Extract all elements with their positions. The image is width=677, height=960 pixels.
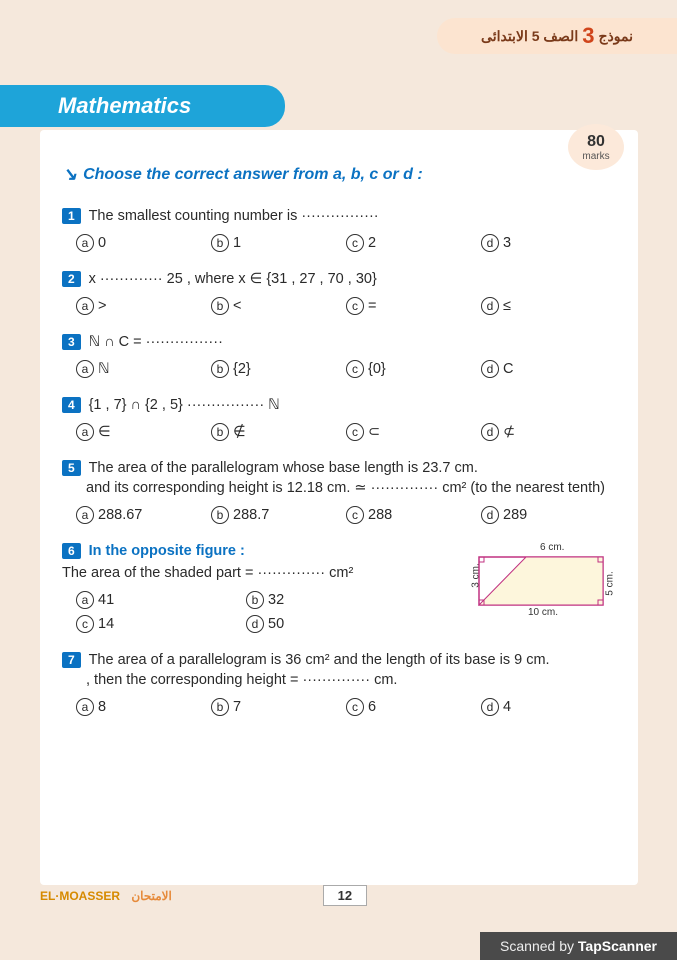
qtext: x ············· 25 , where x ∈ {31 , 27 … [89,271,377,287]
qtext-line2: , then the corresponding height = ······… [86,672,616,688]
qtext: The area of a parallelogram is 36 cm² an… [89,652,550,668]
options-row2: c14 d50 [76,615,456,633]
options: a0 b1 c2 d3 [76,234,616,252]
qnum: 1 [62,208,81,224]
option-c[interactable]: c= [346,297,481,315]
option-b[interactable]: b{2} [211,360,346,378]
header-post: الصف 5 الابتدائى [481,28,578,45]
option-d[interactable]: d3 [481,234,616,252]
option-d[interactable]: dC [481,360,616,378]
option-b[interactable]: b< [211,297,346,315]
fig-label-bottom: 10 cm. [528,607,558,618]
qnum: 3 [62,334,81,350]
qtext: The area of the parallelogram whose base… [89,460,478,476]
option-c[interactable]: c288 [346,506,481,524]
option-c[interactable]: c2 [346,234,481,252]
option-a[interactable]: a288.67 [76,506,211,524]
qtext-line2: and its corresponding height is 12.18 cm… [86,480,616,496]
option-a[interactable]: a∈ [76,423,211,441]
option-c[interactable]: c6 [346,698,481,716]
brand-2: الامتحان [131,889,171,903]
brand-1: EL·MOASSER [40,889,120,903]
scan-app: TapScanner [578,938,657,954]
qtext: The smallest counting number is ········… [89,208,379,224]
arrow-icon: ↘ [62,164,77,185]
option-b[interactable]: b∉ [211,423,346,441]
fig-label-right: 5 cm. [604,571,615,595]
instruction-text: Choose the correct answer from a, b, c o… [83,166,423,184]
qnum: 7 [62,652,81,668]
shaded-polygon [479,557,603,605]
qnum: 5 [62,460,81,476]
option-a[interactable]: a41 [76,591,246,609]
qtext: The area of the shaded part = ··········… [62,565,456,581]
options: a288.67 b288.7 c288 d289 [76,506,616,524]
option-d[interactable]: d4 [481,698,616,716]
qheading: In the opposite figure : [89,543,245,559]
footer-brands: EL·MOASSER الامتحان [40,889,172,903]
option-d[interactable]: d50 [246,615,416,633]
page-body: 80 marks ↘ Choose the correct answer fro… [40,130,638,885]
qnum: 2 [62,271,81,287]
options: a8 b7 c6 d4 [76,698,616,716]
option-c[interactable]: c⊂ [346,423,481,441]
question-6: 6 In the opposite figure : The area of t… [62,542,616,633]
question-2: 2 x ············· 25 , where x ∈ {31 , 2… [62,270,616,315]
subject-banner: Mathematics [0,85,285,127]
marks-value: 80 [587,133,605,151]
figure-q6: 6 cm. 3 cm. 5 cm. 10 cm. [466,542,616,622]
marks-label: marks [582,151,609,162]
option-c[interactable]: c14 [76,615,246,633]
qnum: 6 [62,543,81,559]
qnum: 4 [62,397,81,413]
footer: EL·MOASSER الامتحان 12 [40,885,638,906]
option-b[interactable]: b1 [211,234,346,252]
header-num: 3 [582,23,594,49]
option-a[interactable]: aℕ [76,360,211,378]
marks-badge: 80 marks [568,124,624,170]
option-a[interactable]: a0 [76,234,211,252]
option-b[interactable]: b7 [211,698,346,716]
option-a[interactable]: a8 [76,698,211,716]
question-4: 4 {1 , 7} ∩ {2 , 5} ················ ℕ a… [62,396,616,441]
qtext: {1 , 7} ∩ {2 , 5} ················ ℕ [89,397,280,413]
header-pre: نموذج [598,28,633,45]
subject-text: Mathematics [58,93,191,119]
qtext: ℕ ∩ C = ················ [89,334,223,350]
options: a> b< c= d≤ [76,297,616,315]
figure-svg [478,556,604,608]
options: a∈ b∉ c⊂ d⊄ [76,423,616,441]
fig-label-top: 6 cm. [540,542,564,553]
options: aℕ b{2} c{0} dC [76,360,616,378]
option-d[interactable]: d≤ [481,297,616,315]
header-band: نموذج 3 الصف 5 الابتدائى [437,18,677,54]
option-d[interactable]: d⊄ [481,423,616,441]
option-b[interactable]: b288.7 [211,506,346,524]
options: a41 b32 [76,591,456,609]
option-b[interactable]: b32 [246,591,416,609]
page-number: 12 [323,885,367,906]
question-3: 3 ℕ ∩ C = ················ aℕ b{2} c{0} … [62,333,616,378]
option-a[interactable]: a> [76,297,211,315]
instruction: ↘ Choose the correct answer from a, b, c… [62,164,616,185]
question-1: 1 The smallest counting number is ······… [62,207,616,252]
question-5: 5 The area of the parallelogram whose ba… [62,459,616,524]
option-c[interactable]: c{0} [346,360,481,378]
scan-bar: Scanned by TapScanner [480,932,677,960]
question-7: 7 The area of a parallelogram is 36 cm² … [62,651,616,716]
option-d[interactable]: d289 [481,506,616,524]
scan-prefix: Scanned by [500,938,578,954]
